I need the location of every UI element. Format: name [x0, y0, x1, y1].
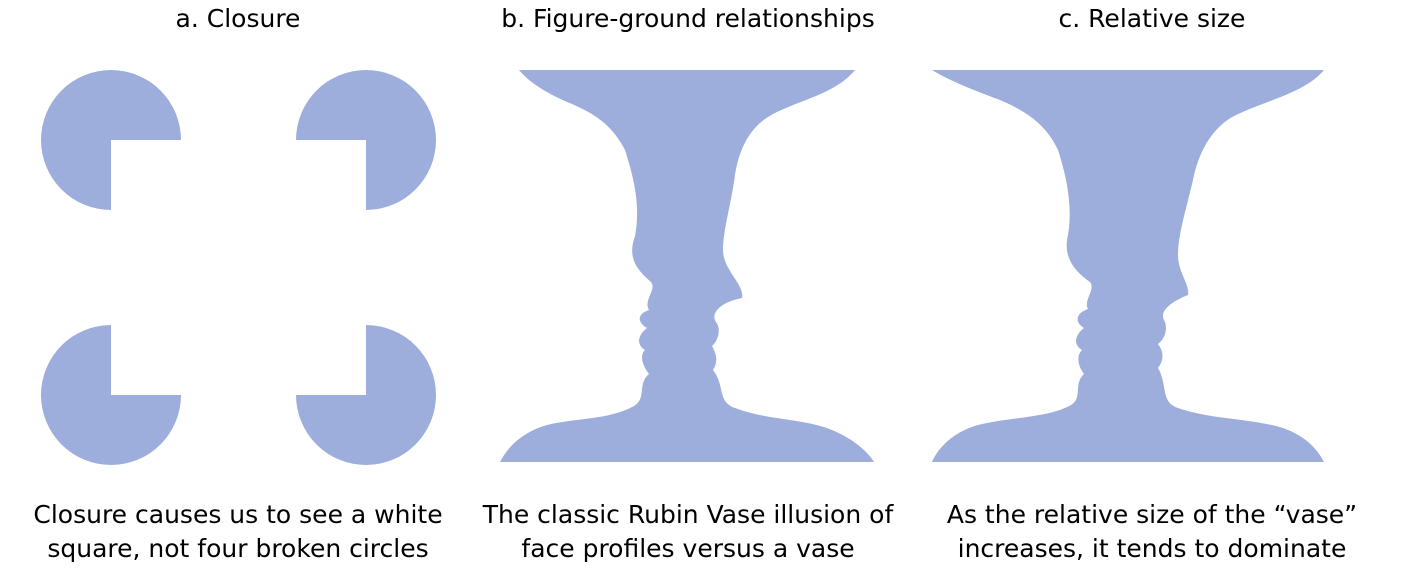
- rubin-vase-diagram: [500, 70, 874, 462]
- closure-diagram: [41, 70, 436, 465]
- broken-circle-bottom-left: [41, 325, 181, 465]
- rubin-vase-wide: [932, 70, 1324, 462]
- panel-relative-size: c. Relative size As the relative size of…: [900, 0, 1404, 573]
- panel-figure-ground-title: b. Figure-ground relationships: [501, 4, 875, 33]
- broken-circle-bottom-right: [296, 325, 436, 465]
- panel-closure: a. Closure Closure causes us to see a wh…: [0, 0, 476, 573]
- broken-circle-top-right: [296, 70, 436, 210]
- caption-line-2: face profiles versus a vase: [521, 534, 855, 563]
- broken-circle-top-left: [41, 70, 181, 210]
- panel-closure-title: a. Closure: [175, 4, 301, 33]
- caption-line-2: square, not four broken circles: [47, 534, 429, 563]
- panel-relative-size-title: c. Relative size: [1058, 4, 1246, 33]
- panel-relative-size-caption: As the relative size of the “vase” incre…: [900, 498, 1404, 566]
- caption-line-1: Closure causes us to see a white: [33, 500, 443, 529]
- rubin-vase-narrow: [500, 70, 874, 462]
- panel-figure-ground-caption: The classic Rubin Vase illusion of face …: [476, 498, 900, 566]
- wide-vase-diagram: [932, 70, 1324, 462]
- panel-closure-caption: Closure causes us to see a white square,…: [0, 498, 476, 566]
- caption-line-2: increases, it tends to dominate: [957, 534, 1347, 563]
- caption-line-1: As the relative size of the “vase”: [946, 500, 1358, 529]
- panel-figure-ground: b. Figure-ground relationships The class…: [476, 0, 900, 573]
- caption-line-1: The classic Rubin Vase illusion of: [482, 500, 894, 529]
